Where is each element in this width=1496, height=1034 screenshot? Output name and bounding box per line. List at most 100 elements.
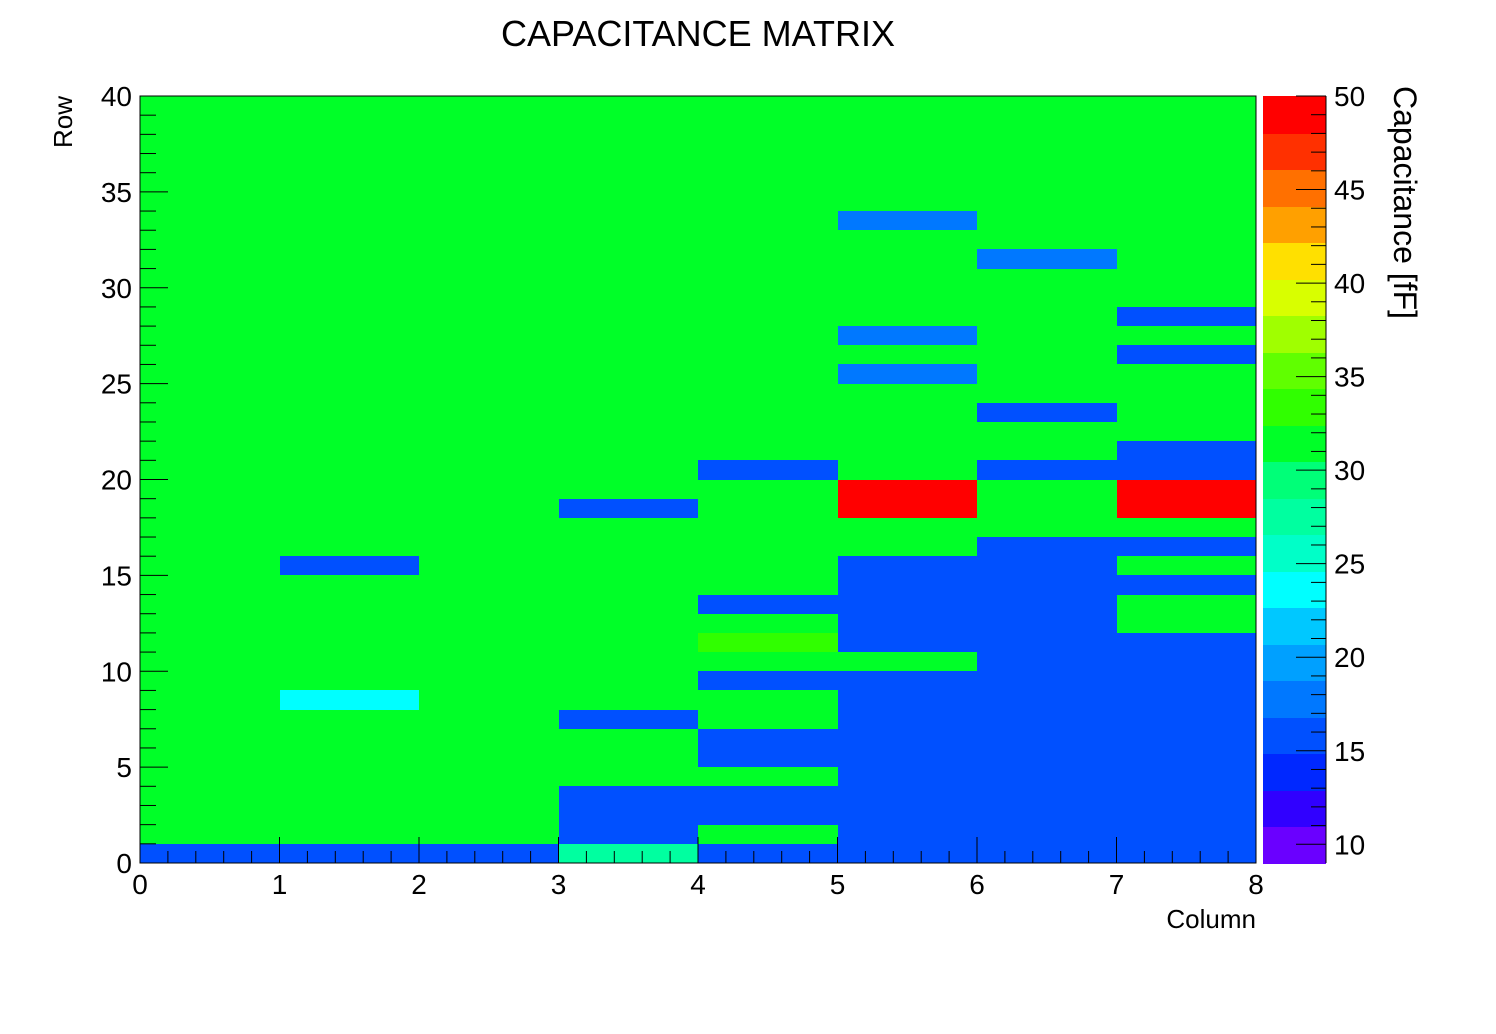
heatmap-cell <box>1117 805 1256 825</box>
heatmap-cell <box>140 499 280 518</box>
heatmap-cell <box>977 518 1117 537</box>
heatmap-cell <box>977 671 1117 690</box>
heatmap-cell <box>140 422 280 441</box>
heatmap-cell <box>559 269 698 288</box>
heatmap-cell <box>140 633 280 652</box>
heatmap-cell <box>280 575 419 595</box>
heatmap-cell <box>280 364 419 384</box>
heatmap-cell <box>698 786 838 805</box>
heatmap-cell <box>1117 767 1256 786</box>
heatmap-cell <box>698 844 838 863</box>
heatmap-cell <box>838 269 977 288</box>
palette-swatch <box>1263 133 1326 170</box>
heatmap-cell <box>140 805 280 825</box>
heatmap-cell <box>419 652 559 671</box>
heatmap-cell <box>977 805 1117 825</box>
heatmap-cell <box>140 192 280 211</box>
heatmap-cell <box>419 748 559 767</box>
heatmap-cell <box>559 767 698 786</box>
heatmap-cell <box>838 173 977 192</box>
heatmap-cell <box>698 403 838 422</box>
palette-swatch <box>1263 498 1326 535</box>
heatmap-cell <box>1117 786 1256 805</box>
heatmap-cell <box>280 326 419 345</box>
heatmap-cell <box>698 690 838 710</box>
heatmap-cell <box>698 96 838 115</box>
heatmap-cell <box>419 710 559 729</box>
y-tick-label: 20 <box>101 465 132 496</box>
heatmap-cell <box>280 805 419 825</box>
heatmap-cell <box>1117 633 1256 652</box>
heatmap-cell <box>419 729 559 748</box>
heatmap-cell <box>838 345 977 364</box>
heatmap-cell <box>1117 614 1256 633</box>
heatmap-cell <box>698 671 838 690</box>
heatmap-cell <box>1117 518 1256 537</box>
heatmap-cell <box>140 154 280 173</box>
palette-swatch <box>1263 571 1326 608</box>
heatmap-cell <box>838 614 977 633</box>
heatmap-cell <box>280 154 419 173</box>
heatmap-cell <box>419 575 559 595</box>
heatmap-cell <box>698 537 838 556</box>
heatmap-cell <box>559 364 698 384</box>
heatmap-cell <box>140 729 280 748</box>
heatmap-cell <box>140 288 280 307</box>
heatmap-cell <box>1117 595 1256 614</box>
axes: 0 1 2 3 4 5 6 7 8 0 5 10 15 20 25 30 35 40 <box>101 81 1264 900</box>
heatmap-cell <box>977 403 1117 422</box>
heatmap-cell <box>140 748 280 767</box>
heatmap-cell <box>698 326 838 345</box>
heatmap-cell <box>140 786 280 805</box>
heatmap-cell <box>977 556 1117 575</box>
heatmap-cell <box>280 825 419 844</box>
heatmap-cell <box>140 249 280 269</box>
heatmap-cell <box>559 805 698 825</box>
heatmap-cell <box>140 307 280 326</box>
heatmap-cell <box>698 422 838 441</box>
heatmap-cell <box>838 767 977 786</box>
heatmap-cell <box>977 307 1117 326</box>
heatmap-cell <box>698 345 838 364</box>
heatmap-cell <box>280 767 419 786</box>
heatmap-cell <box>698 192 838 211</box>
heatmap-cell <box>419 384 559 403</box>
heatmap-cell <box>559 441 698 460</box>
heatmap-cell <box>559 384 698 403</box>
heatmap-cell <box>559 786 698 805</box>
heatmap-cell <box>419 422 559 441</box>
heatmap-cell <box>559 729 698 748</box>
x-tick-label: 0 <box>132 869 148 900</box>
heatmap-cell <box>1117 480 1256 499</box>
heatmap-cell <box>1117 690 1256 710</box>
heatmap-cell <box>1117 556 1256 575</box>
heatmap-cell <box>1117 844 1256 863</box>
heatmap-cell <box>838 556 977 575</box>
heatmap-cell <box>280 844 419 863</box>
heatmap-cell <box>140 690 280 710</box>
heatmap-cell <box>1117 249 1256 269</box>
heatmap-cell <box>280 729 419 748</box>
heatmap-cell <box>559 575 698 595</box>
heatmap-cell <box>838 307 977 326</box>
palette-swatch <box>1263 169 1326 207</box>
heatmap-cell <box>838 805 977 825</box>
heatmap-cell <box>140 441 280 460</box>
heatmap-cell <box>140 269 280 288</box>
heatmap-cell <box>838 134 977 154</box>
heatmap-cell <box>1117 345 1256 364</box>
heatmap-cell <box>977 748 1117 767</box>
heatmap-cell <box>838 748 977 767</box>
heatmap-cell <box>838 230 977 249</box>
heatmap-cell <box>140 710 280 729</box>
heatmap-cell <box>140 345 280 364</box>
heatmap-cell <box>838 364 977 384</box>
palette-swatch <box>1263 206 1326 243</box>
heatmap-cell <box>838 499 977 518</box>
heatmap-cell <box>280 499 419 518</box>
heatmap-cell <box>280 595 419 614</box>
heatmap-cell <box>280 269 419 288</box>
heatmap-cell <box>698 134 838 154</box>
heatmap-cell <box>1117 134 1256 154</box>
